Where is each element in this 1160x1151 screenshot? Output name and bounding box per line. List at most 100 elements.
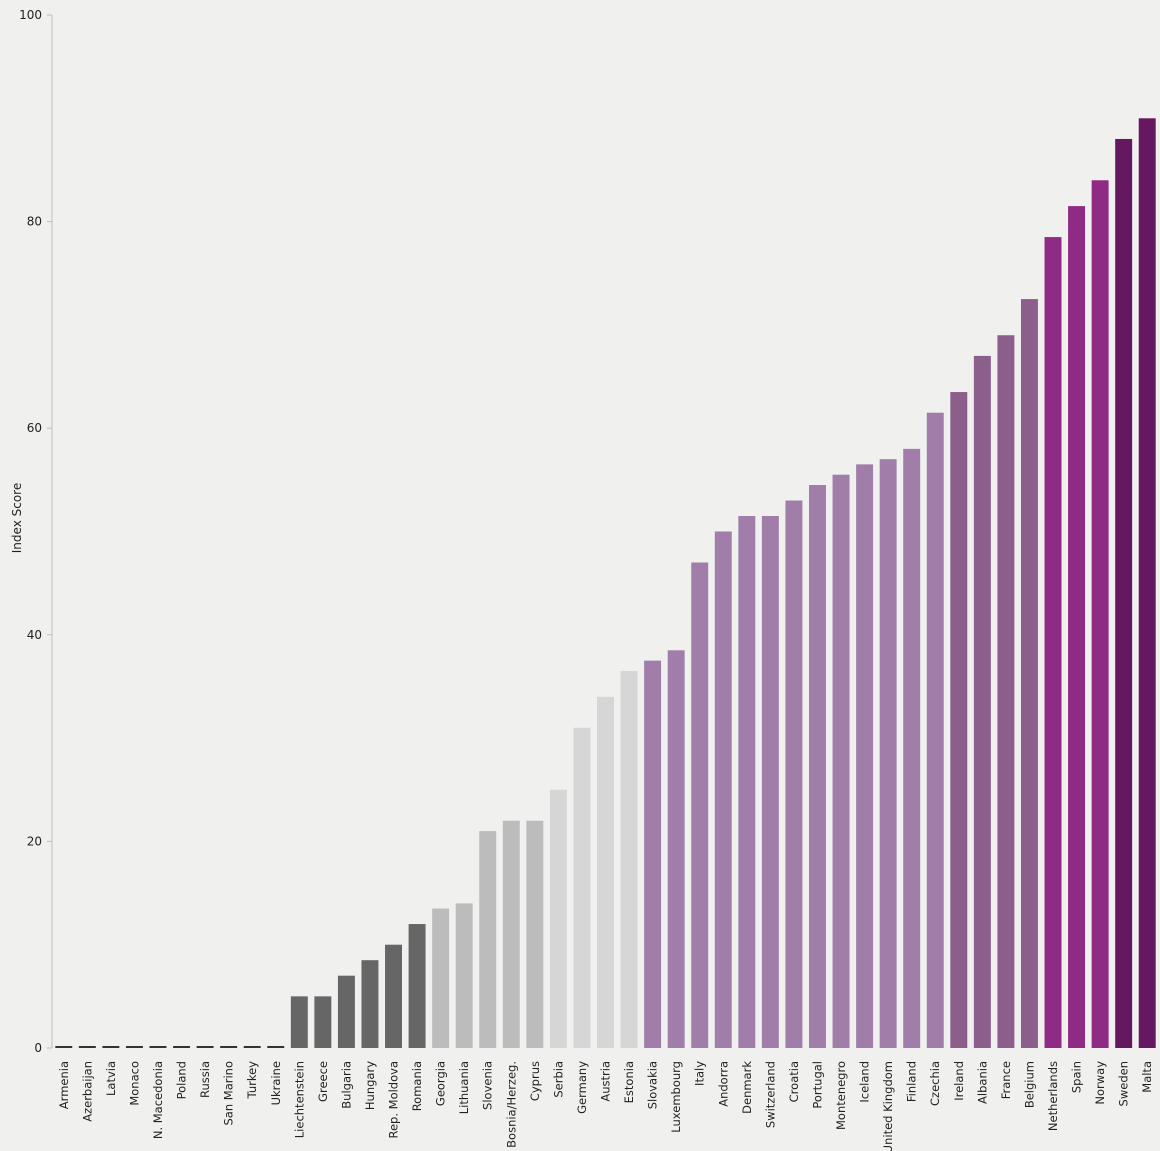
x-tick-label: Belgium bbox=[1022, 1061, 1036, 1108]
bar bbox=[620, 670, 638, 1048]
bar bbox=[78, 1046, 96, 1048]
x-tick-label: Sweden bbox=[1117, 1061, 1131, 1106]
y-axis: 0 20 40 60 80 100 bbox=[19, 8, 53, 1055]
x-tick-label: Austria bbox=[599, 1061, 613, 1102]
x-tick-label: Bulgaria bbox=[339, 1061, 353, 1109]
x-tick-label: Finland bbox=[905, 1061, 919, 1102]
x-tick-label: Luxembourg bbox=[669, 1061, 683, 1133]
x-tick-label: Armenia bbox=[57, 1061, 71, 1109]
bar bbox=[1020, 299, 1038, 1049]
x-tick-label: Monaco bbox=[127, 1061, 141, 1106]
bar bbox=[1044, 237, 1062, 1049]
bar bbox=[950, 392, 968, 1048]
x-tick-label: Andorra bbox=[716, 1061, 730, 1107]
bar bbox=[479, 831, 497, 1048]
bar bbox=[809, 485, 826, 1048]
x-tick-label: Portugal bbox=[810, 1061, 824, 1109]
x-tick-label: Germany bbox=[575, 1061, 589, 1114]
x-tick-label: San Marino bbox=[222, 1061, 236, 1126]
y-tick-label: 100 bbox=[19, 8, 42, 22]
bar bbox=[738, 516, 756, 1048]
bar bbox=[220, 1046, 238, 1048]
y-tick-label: 20 bbox=[27, 834, 42, 848]
x-tick-label: Malta bbox=[1140, 1061, 1154, 1093]
x-tick-label: Norway bbox=[1093, 1061, 1107, 1105]
bar bbox=[549, 789, 567, 1048]
bar bbox=[903, 448, 921, 1048]
bar bbox=[573, 727, 591, 1048]
bar bbox=[361, 960, 379, 1048]
bar bbox=[879, 459, 897, 1048]
x-tick-label: Denmark bbox=[740, 1061, 754, 1114]
x-tick-label: Slovakia bbox=[646, 1061, 660, 1109]
x-tick-label: Czechia bbox=[928, 1061, 942, 1106]
bar bbox=[926, 412, 944, 1049]
x-tick-label: Russia bbox=[198, 1061, 212, 1098]
bar bbox=[832, 474, 850, 1048]
bar bbox=[997, 335, 1015, 1049]
bar bbox=[714, 531, 732, 1048]
x-tick-label: Latvia bbox=[104, 1061, 118, 1096]
bar bbox=[644, 660, 662, 1049]
bar bbox=[691, 562, 709, 1048]
x-tick-label: France bbox=[999, 1061, 1013, 1099]
x-tick-label: Italy bbox=[693, 1061, 707, 1086]
bar bbox=[55, 1046, 73, 1048]
x-tick-label: Albania bbox=[975, 1061, 989, 1104]
x-tick-label: Iceland bbox=[858, 1061, 872, 1103]
x-tick-label: Georgia bbox=[434, 1061, 448, 1106]
x-tick-label: Ireland bbox=[952, 1061, 966, 1101]
y-tick-label: 80 bbox=[27, 215, 42, 229]
x-tick-label: United Kingdom bbox=[881, 1061, 895, 1151]
bar bbox=[761, 516, 779, 1048]
bar bbox=[502, 820, 520, 1048]
bar bbox=[597, 696, 614, 1048]
bar bbox=[1115, 138, 1133, 1048]
bar bbox=[408, 924, 426, 1048]
bar bbox=[173, 1046, 191, 1048]
bar bbox=[196, 1046, 214, 1048]
bar bbox=[432, 908, 450, 1048]
x-tick-label: Bosnia/Herzeg. bbox=[504, 1061, 518, 1148]
x-tick-label: Montenegro bbox=[834, 1061, 848, 1130]
bar bbox=[973, 355, 991, 1048]
bar bbox=[455, 903, 473, 1048]
x-tick-label: Switzerland bbox=[763, 1061, 777, 1128]
bar bbox=[314, 996, 332, 1048]
x-tick-label: Croatia bbox=[787, 1061, 801, 1102]
x-tick-label: Spain bbox=[1070, 1061, 1084, 1093]
bar bbox=[337, 975, 355, 1048]
bar bbox=[102, 1046, 120, 1048]
x-tick-label: Rep. Moldova bbox=[387, 1061, 401, 1139]
bar bbox=[1138, 118, 1156, 1049]
y-tick-label: 40 bbox=[27, 628, 42, 642]
x-tick-label: Azerbaijan bbox=[80, 1061, 94, 1122]
x-tick-label: Lithuania bbox=[457, 1061, 471, 1114]
x-tick-label: Hungary bbox=[363, 1061, 377, 1110]
bar bbox=[667, 650, 685, 1048]
bar bbox=[267, 1046, 285, 1048]
x-tick-label: Netherlands bbox=[1046, 1061, 1060, 1131]
bar bbox=[785, 500, 803, 1048]
x-tick-label: Ukraine bbox=[269, 1061, 283, 1105]
bar bbox=[526, 820, 544, 1048]
x-tick-label: Liechtenstein bbox=[292, 1061, 306, 1138]
y-tick-label: 0 bbox=[34, 1041, 42, 1055]
bar bbox=[1091, 180, 1109, 1048]
bar bbox=[856, 464, 874, 1048]
bar bbox=[290, 996, 308, 1048]
x-tick-label: Turkey bbox=[245, 1061, 259, 1100]
x-tick-label: Serbia bbox=[551, 1061, 565, 1098]
x-tick-label: Greece bbox=[316, 1061, 330, 1102]
bar bbox=[125, 1046, 143, 1048]
x-tick-label: Slovenia bbox=[481, 1061, 495, 1110]
x-tick-label: Poland bbox=[175, 1061, 189, 1099]
bar bbox=[1068, 206, 1086, 1049]
y-tick-label: 60 bbox=[27, 421, 42, 435]
bar bbox=[385, 944, 402, 1048]
bars bbox=[55, 118, 1156, 1049]
x-tick-label: Romania bbox=[410, 1061, 424, 1111]
x-tick-label: N. Macedonia bbox=[151, 1061, 165, 1139]
x-axis: Armenia Azerbaijan Latvia Monaco N. Macedoni… bbox=[57, 1061, 1154, 1151]
